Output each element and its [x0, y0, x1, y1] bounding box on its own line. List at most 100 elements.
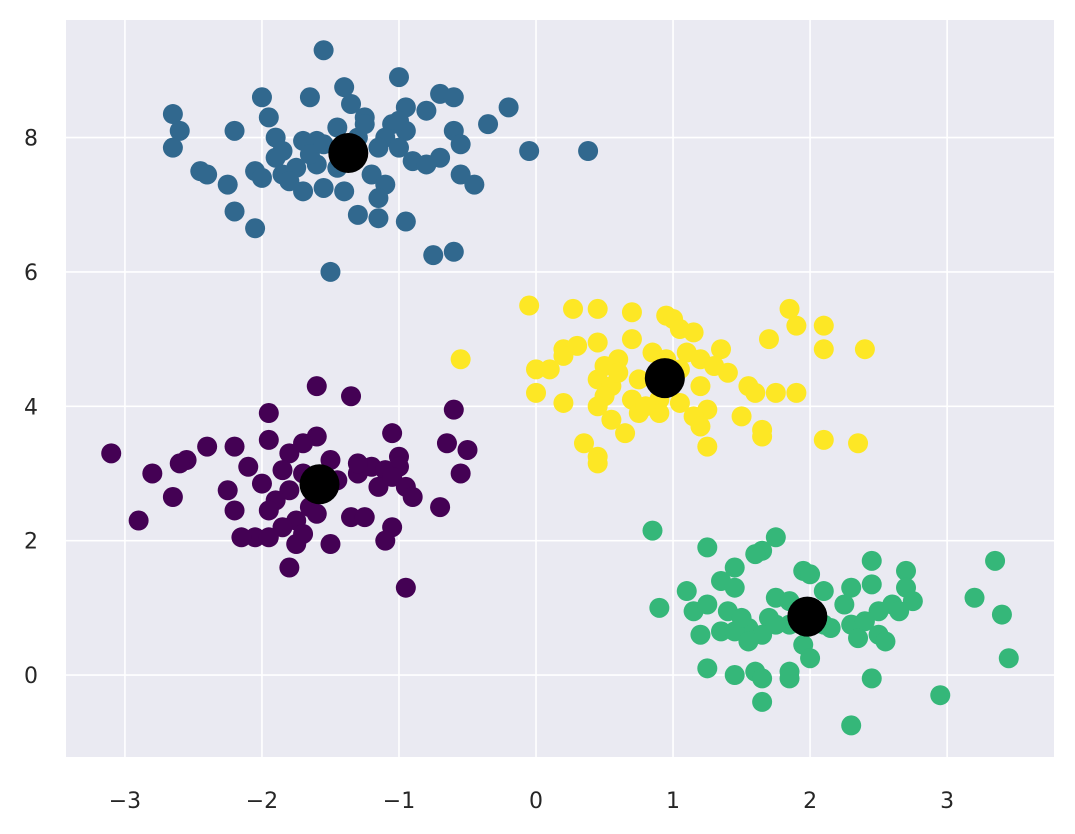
- data-point: [621, 329, 642, 350]
- data-point: [985, 550, 1006, 571]
- x-tick-label: 0: [529, 789, 543, 814]
- data-point: [217, 480, 238, 501]
- data-point: [649, 597, 670, 618]
- data-point: [587, 332, 608, 353]
- data-point: [416, 100, 437, 121]
- data-point: [388, 137, 409, 158]
- data-point: [690, 376, 711, 397]
- data-point: [526, 359, 547, 380]
- data-point: [889, 601, 910, 622]
- data-point: [279, 171, 300, 192]
- data-point: [306, 503, 327, 524]
- data-point: [388, 67, 409, 88]
- data-point: [875, 631, 896, 652]
- data-point: [861, 550, 882, 571]
- data-point: [245, 218, 266, 239]
- data-point: [991, 604, 1012, 625]
- data-point: [238, 456, 259, 477]
- data-point: [964, 587, 985, 608]
- data-point: [382, 466, 403, 487]
- data-point: [361, 164, 382, 185]
- data-point: [669, 392, 690, 413]
- data-point: [868, 601, 889, 622]
- data-point: [162, 104, 183, 125]
- data-point: [848, 433, 869, 454]
- data-point: [224, 120, 245, 141]
- data-point: [224, 201, 245, 222]
- data-point: [786, 382, 807, 403]
- data-point: [731, 607, 752, 628]
- data-point: [578, 141, 599, 162]
- data-point: [841, 715, 862, 736]
- data-point: [341, 507, 362, 528]
- data-point: [601, 409, 622, 430]
- data-point: [738, 631, 759, 652]
- data-point: [354, 507, 375, 528]
- data-point: [731, 406, 752, 427]
- data-point: [368, 137, 389, 158]
- data-point: [231, 527, 252, 548]
- data-point: [293, 433, 314, 454]
- data-point: [142, 463, 163, 484]
- cluster-center: [787, 596, 828, 637]
- data-point: [320, 534, 341, 555]
- data-point: [443, 399, 464, 420]
- data-point: [498, 97, 519, 118]
- data-point: [752, 426, 773, 447]
- data-point: [443, 87, 464, 108]
- data-point: [224, 500, 245, 521]
- data-point: [553, 392, 574, 413]
- y-tick-label: 4: [24, 395, 38, 420]
- data-point: [697, 594, 718, 615]
- data-point: [724, 557, 745, 578]
- data-point: [519, 295, 540, 316]
- data-point: [834, 594, 855, 615]
- data-point: [861, 574, 882, 595]
- data-point: [245, 527, 266, 548]
- data-point: [752, 668, 773, 689]
- data-point: [258, 107, 279, 128]
- data-point: [169, 120, 190, 141]
- data-point: [587, 453, 608, 474]
- cluster-centers: [299, 133, 828, 637]
- data-point: [279, 443, 300, 464]
- x-tick-label: 2: [803, 789, 817, 814]
- data-point: [272, 460, 293, 481]
- y-tick-label: 6: [24, 261, 38, 286]
- y-tick-label: 0: [24, 664, 38, 689]
- data-point: [573, 433, 594, 454]
- data-point: [334, 181, 355, 202]
- data-point: [450, 349, 471, 370]
- data-point: [683, 322, 704, 343]
- data-point: [779, 298, 800, 319]
- data-point: [676, 581, 697, 602]
- data-point: [197, 164, 218, 185]
- data-point: [258, 527, 279, 548]
- x-tick-label: −1: [383, 789, 415, 814]
- data-point: [690, 624, 711, 645]
- data-point: [635, 396, 656, 417]
- x-tick-labels: −3 −2 −1 0 1 2 3: [109, 789, 954, 814]
- data-point: [800, 564, 821, 585]
- data-point: [224, 436, 245, 457]
- data-point: [347, 453, 368, 474]
- data-point: [354, 114, 375, 135]
- cluster-center: [299, 464, 340, 505]
- data-point: [765, 614, 786, 635]
- data-point: [341, 386, 362, 407]
- data-point: [841, 577, 862, 598]
- data-point: [724, 577, 745, 598]
- data-point: [615, 423, 636, 444]
- y-tick-labels: 0 2 4 6 8: [24, 127, 38, 689]
- data-point: [902, 591, 923, 612]
- data-point: [388, 110, 409, 131]
- data-point: [197, 436, 218, 457]
- data-point: [745, 382, 766, 403]
- data-point: [423, 245, 444, 266]
- data-point: [251, 167, 272, 188]
- data-point: [813, 429, 834, 450]
- data-point: [313, 40, 334, 61]
- x-tick-label: 3: [940, 789, 954, 814]
- data-point: [697, 537, 718, 558]
